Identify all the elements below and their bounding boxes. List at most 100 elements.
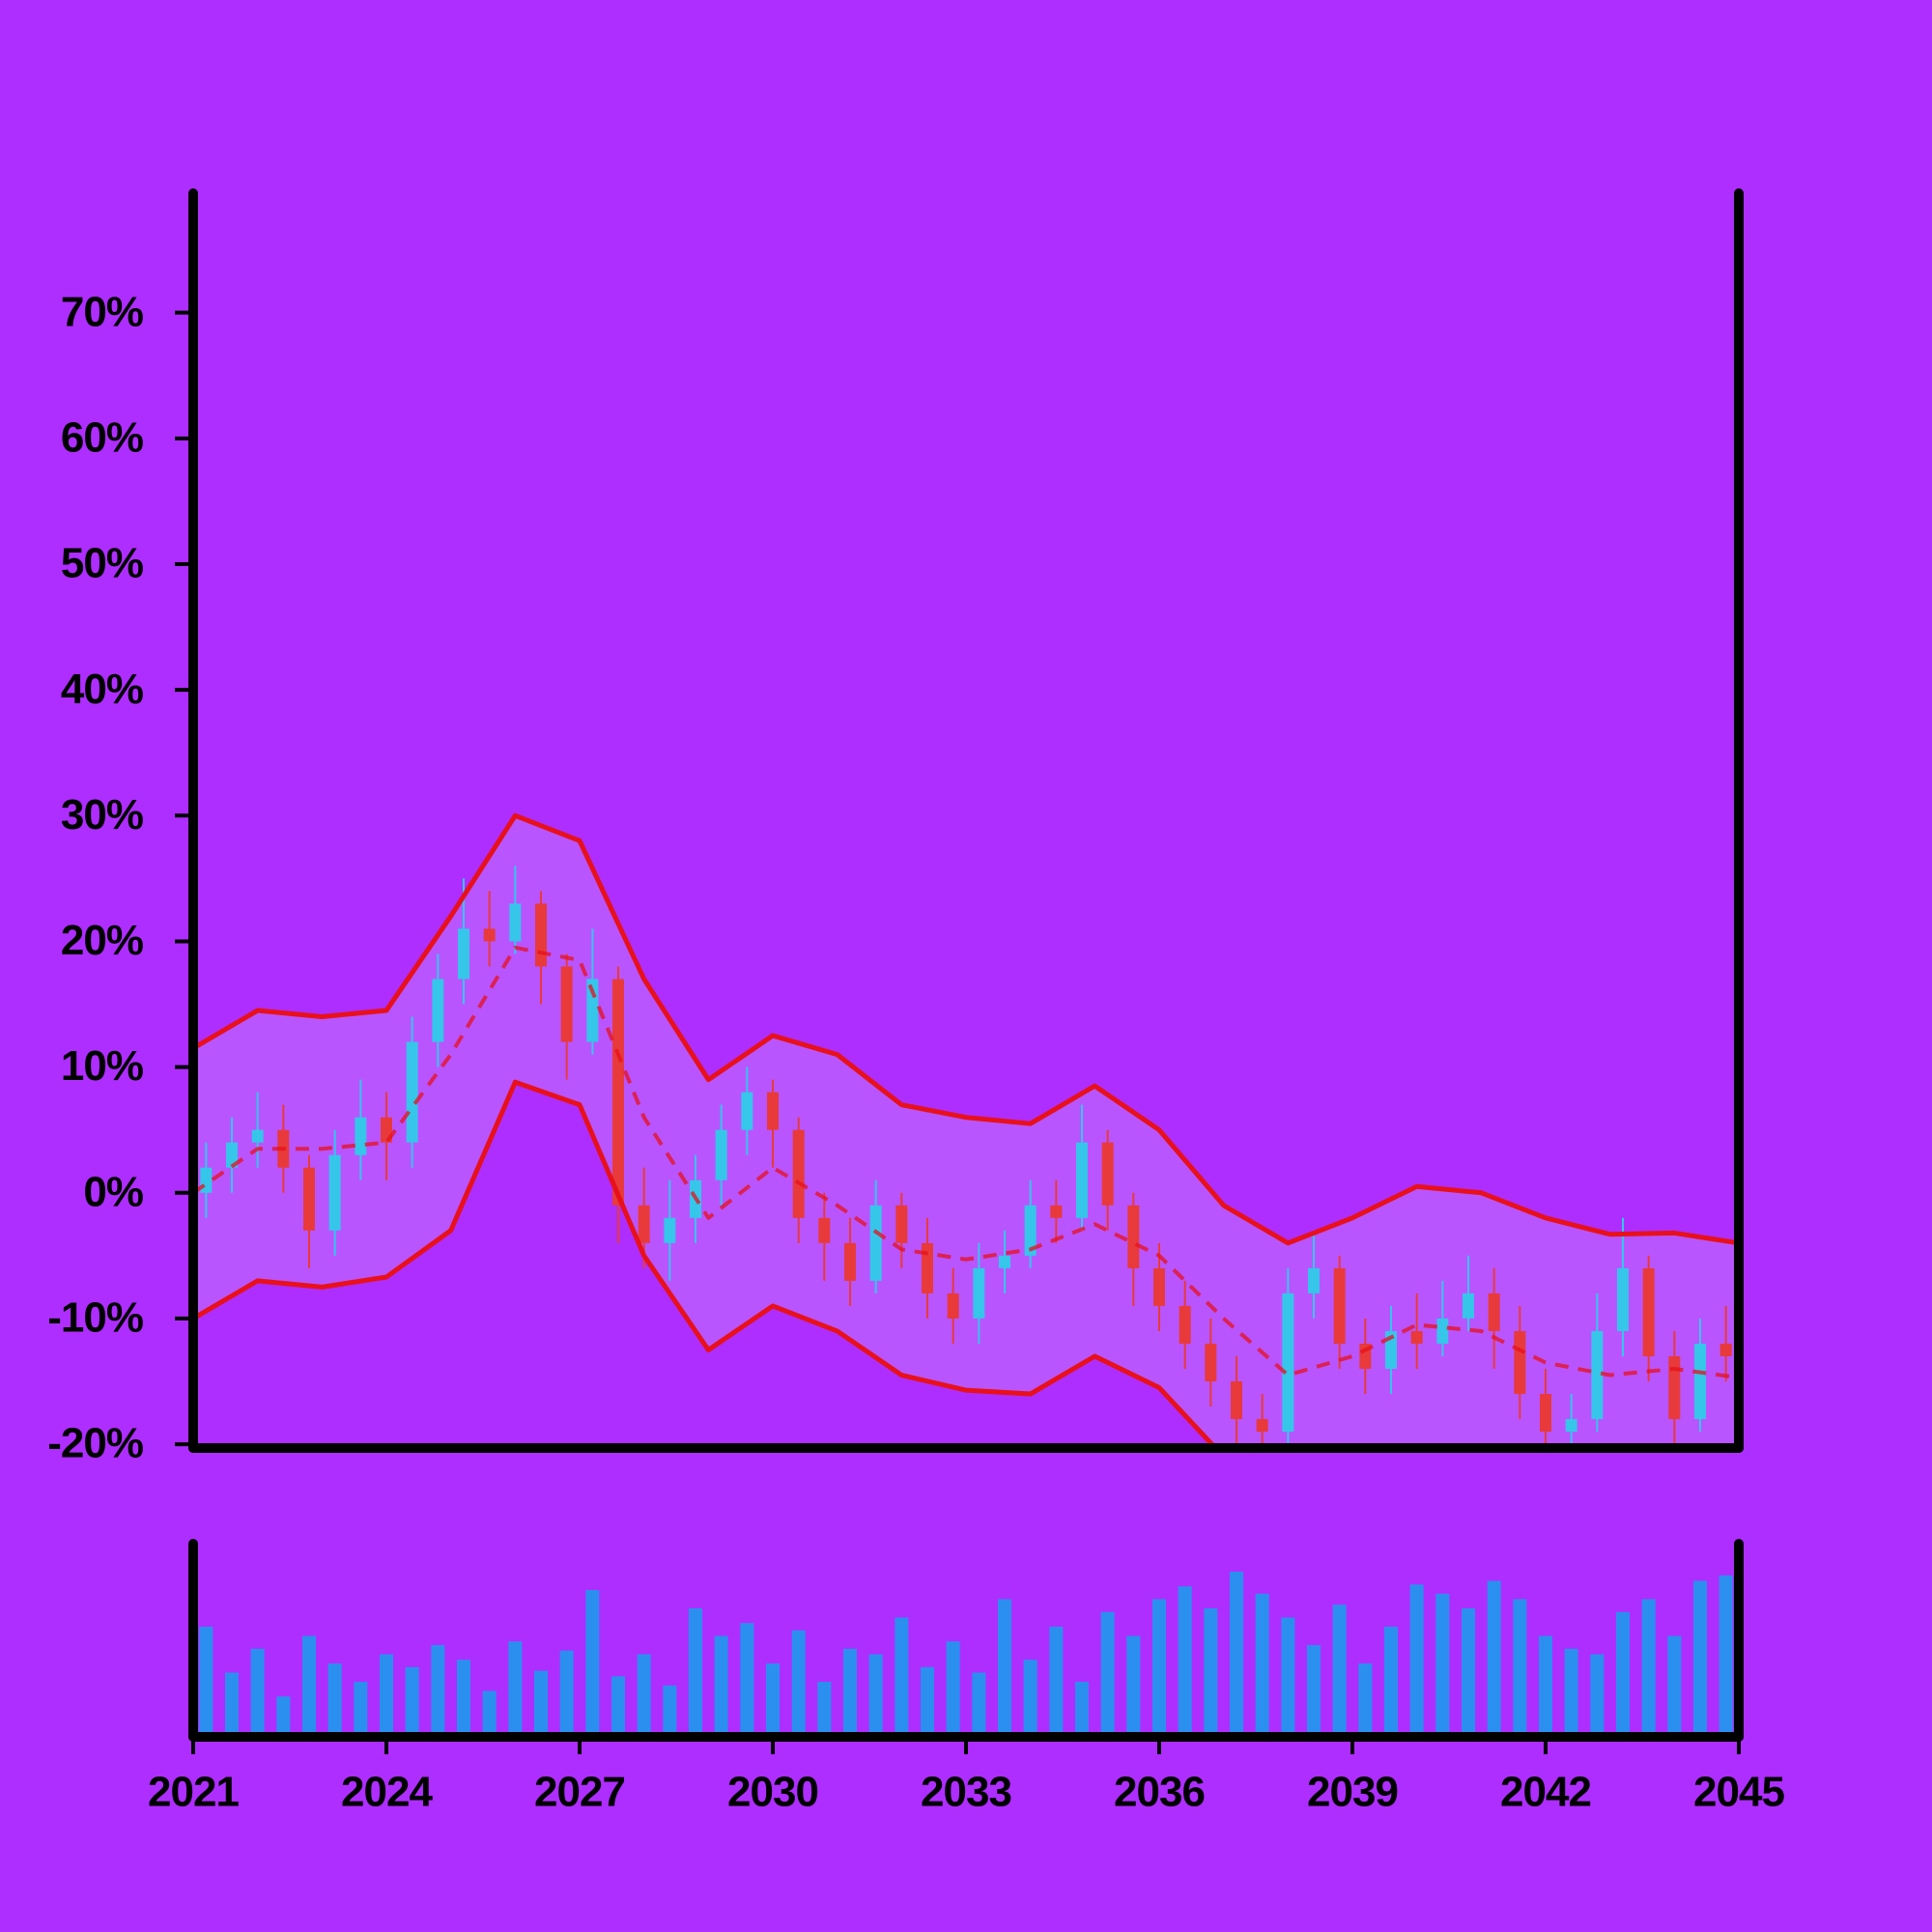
candle-body <box>792 1129 805 1218</box>
volume-bar <box>354 1682 368 1737</box>
volume-bar <box>1384 1627 1398 1737</box>
candle-body <box>1540 1394 1551 1433</box>
volume-bar <box>1513 1599 1527 1737</box>
x-tick-label: 2021 <box>148 1769 239 1816</box>
candle-body <box>303 1167 315 1231</box>
y-tick-label: 10% <box>61 1042 143 1090</box>
candle-body <box>1101 1142 1114 1206</box>
candle-body <box>715 1129 727 1180</box>
candle-body <box>1463 1293 1474 1319</box>
volume-bar <box>766 1663 780 1737</box>
y-tick-label: 0% <box>83 1168 143 1215</box>
volume-bar <box>817 1682 832 1737</box>
candle-body <box>1642 1267 1655 1356</box>
candle-body <box>1668 1355 1681 1420</box>
candle-body <box>406 1041 418 1143</box>
candle-body <box>1308 1267 1320 1293</box>
candle-body <box>973 1267 985 1319</box>
candle-body <box>664 1217 676 1243</box>
x-tick-label: 2036 <box>1114 1769 1205 1816</box>
volume-bar <box>689 1608 702 1737</box>
volume-bar <box>1023 1660 1037 1737</box>
volume-bar <box>457 1660 470 1737</box>
volume-panel <box>199 1572 1733 1737</box>
candle-body <box>1282 1293 1294 1433</box>
candle-body <box>612 979 624 1206</box>
candle-body <box>509 903 522 942</box>
x-tick-label: 2042 <box>1500 1769 1591 1816</box>
y-tick-label: -10% <box>47 1294 143 1342</box>
candle-body <box>251 1129 264 1143</box>
x-tick-label: 2024 <box>341 1769 433 1816</box>
volume-bar <box>431 1645 445 1737</box>
candle-body <box>1256 1419 1268 1433</box>
volume-bar <box>1152 1599 1166 1737</box>
volume-bar <box>998 1599 1011 1737</box>
volume-bar <box>921 1666 934 1737</box>
candle-body <box>1127 1205 1140 1268</box>
volume-bar <box>946 1641 960 1737</box>
candle-body <box>844 1242 856 1281</box>
volume-bar <box>276 1696 291 1737</box>
volume-bar <box>972 1672 986 1737</box>
candle-body <box>1514 1330 1526 1395</box>
volume-bar <box>508 1641 523 1737</box>
volume-bar <box>1230 1572 1243 1737</box>
volume-bar <box>1667 1635 1682 1737</box>
candle-body <box>1719 1343 1732 1356</box>
volume-bar <box>1590 1654 1605 1737</box>
candle-body <box>818 1217 831 1243</box>
candle-body <box>1565 1419 1577 1433</box>
volume-bar <box>868 1654 883 1737</box>
price-panel <box>193 812 1739 1448</box>
volume-bar <box>327 1663 342 1737</box>
volume-bar <box>1178 1586 1192 1737</box>
candle-body <box>999 1255 1010 1268</box>
candle-body <box>895 1205 908 1243</box>
volume-bar <box>1564 1648 1578 1737</box>
candle-body <box>1024 1205 1037 1256</box>
candle-body <box>947 1293 959 1319</box>
candle-body <box>638 1205 650 1243</box>
candle-body <box>1179 1305 1191 1344</box>
volume-bar <box>1075 1682 1089 1737</box>
y-tick-label: 50% <box>61 540 143 587</box>
candle-body <box>1076 1142 1088 1218</box>
volume-bar <box>534 1670 548 1737</box>
volume-bar <box>1409 1584 1424 1737</box>
volume-bar <box>1616 1611 1630 1737</box>
volume-bar <box>637 1654 651 1737</box>
volume-bar <box>1641 1599 1656 1737</box>
candle-body <box>560 966 573 1042</box>
candle-body <box>483 928 496 942</box>
candle-body <box>869 1205 882 1281</box>
volume-bar <box>559 1650 574 1737</box>
volume-bar <box>1204 1608 1218 1737</box>
x-tick-label: 2033 <box>921 1769 1011 1816</box>
candle-body <box>1617 1267 1629 1331</box>
middle-band <box>193 945 1739 1380</box>
x-tick-label: 2045 <box>1693 1769 1784 1816</box>
candle-body <box>1591 1330 1604 1420</box>
volume-bar <box>663 1685 677 1737</box>
candle-body <box>767 1092 779 1130</box>
volume-bar <box>1126 1635 1141 1737</box>
volume-bar <box>843 1648 857 1737</box>
volume-bar <box>1693 1580 1707 1737</box>
volume-bar <box>895 1617 909 1737</box>
volume-bar <box>1255 1593 1269 1737</box>
volume-bar <box>714 1635 728 1737</box>
volume-bar <box>1487 1580 1501 1737</box>
volume-bar <box>302 1635 316 1737</box>
volume-bar <box>482 1690 497 1737</box>
x-tick-label: 2027 <box>534 1769 625 1816</box>
volume-bar <box>585 1590 600 1737</box>
volume-bar <box>225 1672 239 1737</box>
candle-body <box>226 1142 238 1168</box>
candle-body <box>1436 1318 1449 1344</box>
volume-bar <box>1307 1645 1321 1737</box>
x-tick-label: 2030 <box>727 1769 818 1816</box>
volume-bar <box>791 1630 806 1737</box>
